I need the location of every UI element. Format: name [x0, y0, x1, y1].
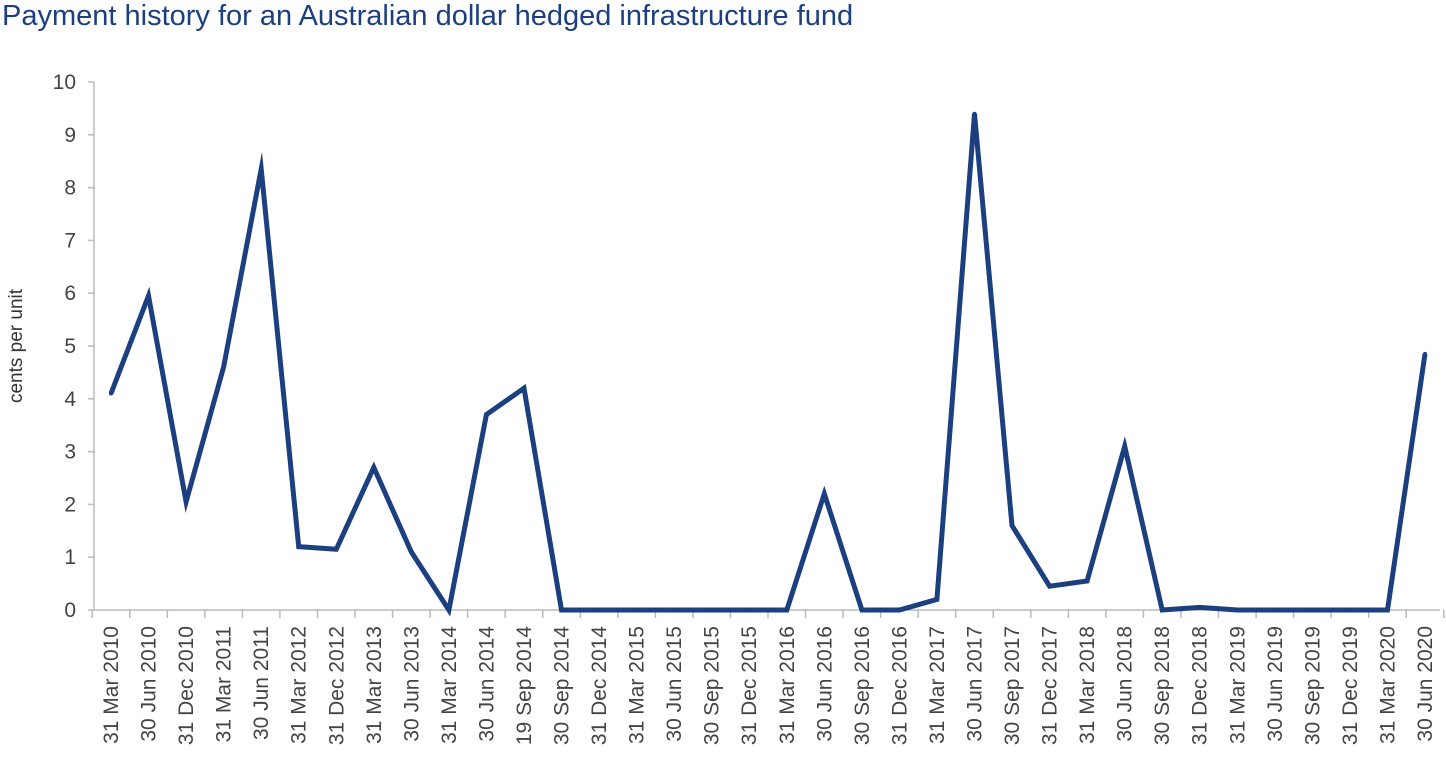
- x-tick-label: 31 Mar 2018: [1076, 626, 1099, 744]
- x-tick-label: 30 Jun 2016: [813, 626, 836, 742]
- x-tick-label: 30 Jun 2020: [1414, 626, 1437, 742]
- data-point: [484, 412, 489, 417]
- data-point: [1385, 608, 1390, 612]
- y-axis-ticks: 0 1 2 3 4 5 6 7 8 9 10: [53, 71, 94, 622]
- data-point: [259, 167, 264, 172]
- x-tick-label: 30 Sep 2019: [1301, 626, 1324, 745]
- y-tick-label: 0: [64, 599, 76, 622]
- x-tick-label: 31 Mar 2015: [626, 626, 649, 744]
- x-tick-label: 30 Jun 2019: [1264, 626, 1287, 742]
- data-point: [221, 365, 226, 370]
- data-point: [184, 499, 189, 504]
- data-point: [409, 549, 414, 554]
- y-tick-label: 7: [64, 229, 76, 252]
- y-tick-label: 3: [64, 441, 76, 464]
- data-point: [296, 544, 301, 549]
- data-point: [822, 491, 827, 496]
- x-tick-label: 30 Sep 2014: [551, 626, 574, 745]
- x-tick-label: 30 Jun 2014: [475, 626, 498, 742]
- x-tick-label: 30 Sep 2017: [1001, 626, 1024, 745]
- y-tick-label: 1: [64, 546, 76, 569]
- data-point: [634, 608, 639, 612]
- x-tick-label: 30 Jun 2017: [963, 626, 986, 742]
- x-tick-label: 31 Mar 2012: [288, 626, 311, 744]
- x-tick-label: 30 Jun 2011: [250, 626, 273, 740]
- data-point: [859, 608, 864, 612]
- data-point: [1347, 608, 1352, 612]
- y-tick-label: 6: [64, 282, 76, 305]
- data-point: [1423, 351, 1427, 356]
- x-tick-label: 31 Mar 2017: [926, 626, 949, 744]
- x-tick-label: 31 Dec 2012: [325, 626, 348, 745]
- y-axis-label: cents per unit: [6, 288, 27, 403]
- data-point: [1122, 444, 1127, 449]
- x-tick-label: 30 Jun 2018: [1114, 626, 1137, 742]
- y-tick-label: 10: [53, 71, 76, 94]
- x-tick-label: 30 Jun 2013: [400, 626, 423, 742]
- x-tick-label: 31 Dec 2010: [175, 626, 198, 745]
- x-tick-label: 31 Mar 2013: [363, 626, 386, 744]
- x-tick-label: 31 Mar 2011: [213, 626, 236, 742]
- data-point: [1272, 608, 1277, 612]
- x-tick-label: 30 Sep 2018: [1151, 626, 1174, 745]
- x-tick-label: 31 Mar 2020: [1376, 626, 1399, 744]
- data-point: [672, 608, 677, 612]
- data-point: [1235, 608, 1240, 612]
- chart-title: Payment history for an Australian dollar…: [2, 0, 854, 32]
- data-point: [784, 608, 789, 612]
- x-tick-label: 31 Dec 2017: [1039, 626, 1062, 745]
- data-point: [446, 608, 451, 612]
- y-tick-label: 2: [64, 493, 76, 516]
- x-tick-label: 31 Dec 2019: [1339, 626, 1362, 745]
- data-point: [709, 608, 714, 612]
- x-tick-label: 31 Mar 2016: [776, 626, 799, 744]
- data-point: [1047, 584, 1052, 589]
- data-point: [747, 608, 752, 612]
- data-point: [334, 547, 339, 552]
- data-point: [1197, 605, 1202, 610]
- data-point: [1310, 608, 1315, 612]
- data-point: [1160, 608, 1165, 612]
- data-point: [934, 597, 939, 602]
- data-point: [1010, 523, 1014, 528]
- data-point: [597, 608, 602, 612]
- x-tick-label: 30 Jun 2010: [138, 626, 161, 742]
- series-group: [108, 111, 1428, 617]
- x-tick-label: 19 Sep 2014: [513, 626, 536, 745]
- x-tick-label: 30 Sep 2015: [701, 626, 724, 745]
- x-tick-label: 30 Jun 2015: [663, 626, 686, 742]
- y-tick-label: 9: [64, 124, 76, 147]
- x-tick-label: 31 Dec 2014: [588, 626, 611, 745]
- data-point: [1085, 579, 1090, 583]
- x-axis-ticks: 31 Mar 2010 30 Jun 2010 31 Dec 2010 31 Mar …: [91, 610, 1445, 745]
- x-tick-label: 31 Mar 2010: [100, 626, 123, 744]
- y-tick-label: 4: [64, 388, 76, 411]
- data-point: [559, 608, 564, 612]
- series-line: [108, 113, 1428, 617]
- x-tick-label: 31 Dec 2016: [888, 626, 911, 745]
- data-point: [972, 111, 977, 116]
- x-tick-label: 30 Sep 2016: [851, 626, 874, 745]
- data-point: [522, 386, 526, 391]
- x-tick-label: 31 Dec 2015: [738, 626, 761, 745]
- y-tick-label: 8: [64, 177, 76, 200]
- x-tick-label: 31 Mar 2019: [1226, 626, 1249, 744]
- data-point: [109, 391, 113, 396]
- y-tick-label: 5: [64, 335, 76, 358]
- data-point: [146, 293, 151, 298]
- x-tick-label: 31 Mar 2014: [438, 626, 461, 744]
- x-tick-label: 31 Dec 2018: [1189, 626, 1212, 745]
- data-point: [371, 465, 376, 470]
- data-point: [897, 608, 902, 612]
